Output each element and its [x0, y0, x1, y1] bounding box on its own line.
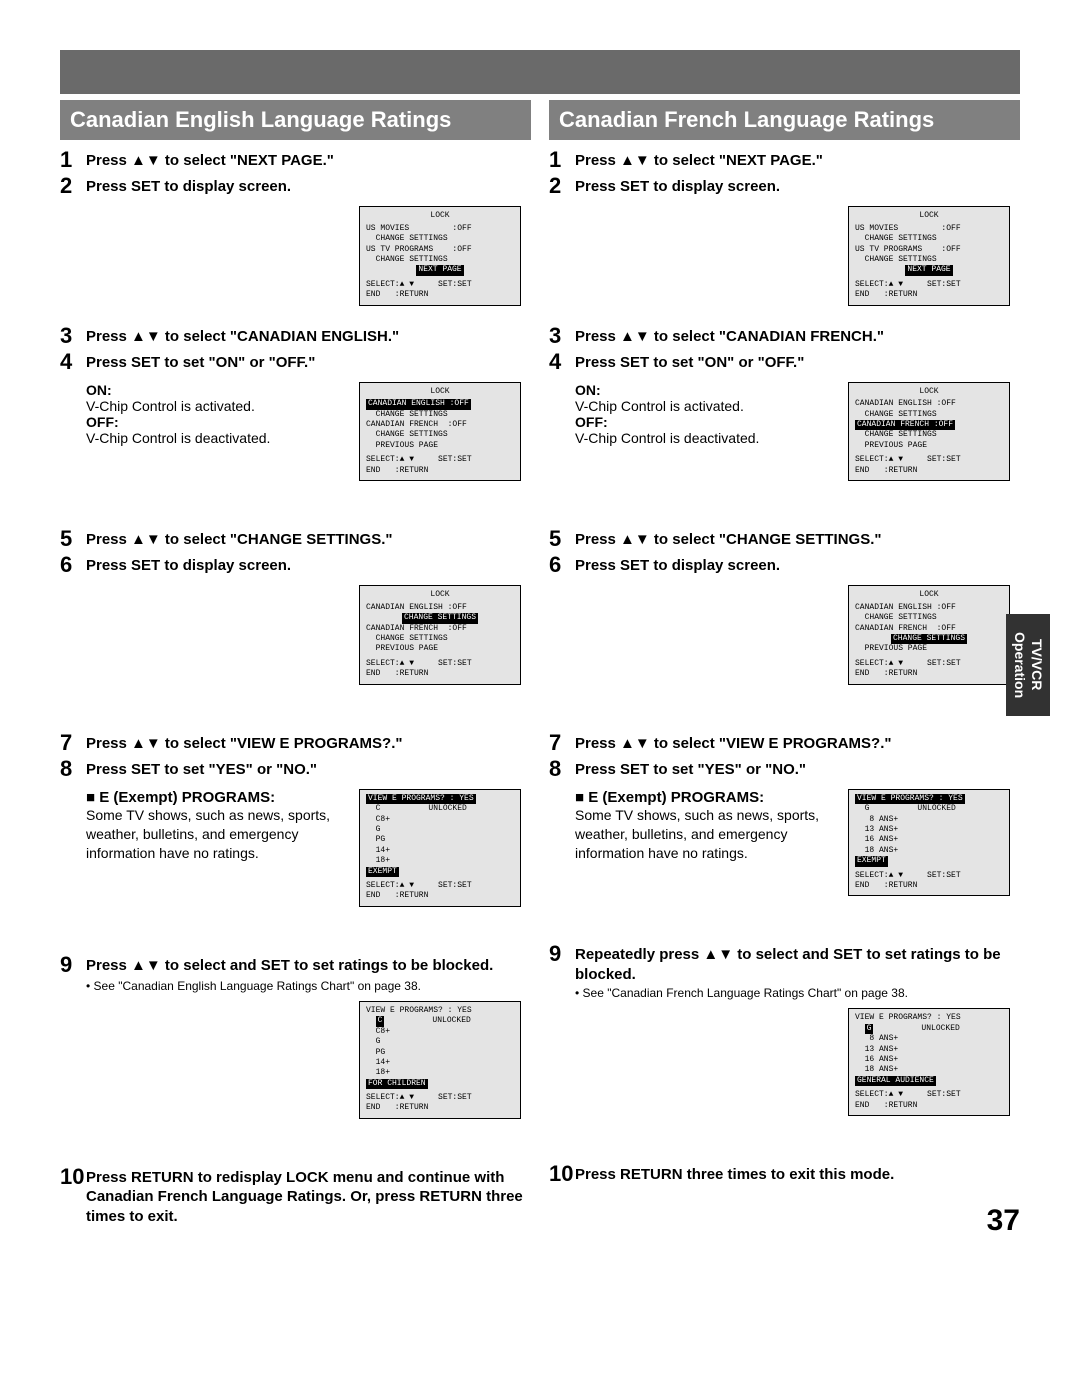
screen-right-5: VIEW E PROGRAMS? : YES G UNLOCKED 8 ANS+… [848, 1008, 1010, 1116]
step-num: 6 [60, 553, 86, 577]
step-4-detail: ON: V-Chip Control is activated. OFF: V-… [86, 382, 359, 446]
step-num: 7 [549, 731, 575, 755]
step-9-note: • See "Canadian English Language Ratings… [86, 979, 531, 993]
on-label: ON: [575, 382, 836, 398]
screen-left-2: LOCKCANADIAN ENGLISH :OFF CHANGE SETTING… [359, 382, 521, 481]
page-number: 37 [987, 1204, 1020, 1238]
step-num: 8 [549, 757, 575, 781]
exempt-block: ■ E (Exempt) PROGRAMS: Some TV shows, su… [575, 789, 848, 863]
step-num: 2 [60, 174, 86, 198]
step-8: Press SET to set "YES" or "NO." [575, 757, 806, 780]
screen-left-5: VIEW E PROGRAMS? : YES C UNLOCKED C8+ G … [359, 1001, 521, 1119]
exempt-body: Some TV shows, such as news, sports, wea… [575, 806, 836, 863]
right-header: Canadian French Language Ratings [549, 100, 1020, 140]
step-num: 10 [549, 1162, 575, 1186]
side-tab-l2: Operation [1011, 632, 1028, 698]
left-header: Canadian English Language Ratings [60, 100, 531, 140]
page: Canadian English Language Ratings 1Press… [0, 0, 1080, 1268]
right-column: Canadian French Language Ratings 1Press … [549, 100, 1020, 1228]
exempt-head: ■ E (Exempt) PROGRAMS: [86, 789, 347, 806]
step-num: 9 [60, 953, 86, 977]
on-desc: V-Chip Control is activated. [575, 398, 836, 414]
step-3: Press ▲▼ to select "CANADIAN FRENCH." [575, 324, 884, 347]
step-num: 5 [60, 527, 86, 551]
step-9: Repeatedly press ▲▼ to select and SET to… [575, 942, 1020, 984]
step-1: Press ▲▼ to select "NEXT PAGE." [575, 148, 823, 171]
step-10: Press RETURN to redisplay LOCK menu and … [86, 1165, 531, 1227]
left-column: Canadian English Language Ratings 1Press… [60, 100, 531, 1228]
step-num: 7 [60, 731, 86, 755]
step-9: Press ▲▼ to select and SET to set rating… [86, 953, 493, 976]
step-1: Press ▲▼ to select "NEXT PAGE." [86, 148, 334, 171]
step-4: Press SET to set "ON" or "OFF." [575, 350, 804, 373]
side-tab-l1: TV/VCR [1028, 632, 1045, 698]
step-10: Press RETURN three times to exit this mo… [575, 1162, 894, 1185]
step-num: 3 [60, 324, 86, 348]
off-desc: V-Chip Control is deactivated. [575, 430, 836, 446]
step-num: 1 [60, 148, 86, 172]
off-desc: V-Chip Control is deactivated. [86, 430, 347, 446]
step-2: Press SET to display screen. [86, 174, 291, 197]
step-5: Press ▲▼ to select "CHANGE SETTINGS." [86, 527, 393, 550]
columns: Canadian English Language Ratings 1Press… [60, 100, 1020, 1228]
screen-right-2: LOCKCANADIAN ENGLISH :OFF CHANGE SETTING… [848, 382, 1010, 481]
screen-right-3: LOCKCANADIAN ENGLISH :OFF CHANGE SETTING… [848, 585, 1010, 684]
step-4: Press SET to set "ON" or "OFF." [86, 350, 315, 373]
step-7: Press ▲▼ to select "VIEW E PROGRAMS?." [575, 731, 892, 754]
on-desc: V-Chip Control is activated. [86, 398, 347, 414]
screen-left-4: VIEW E PROGRAMS? : YES C UNLOCKED C8+ G … [359, 789, 521, 907]
exempt-block: ■ E (Exempt) PROGRAMS: Some TV shows, su… [86, 789, 359, 863]
exempt-body: Some TV shows, such as news, sports, wea… [86, 806, 347, 863]
step-9-note: • See "Canadian French Language Ratings … [575, 986, 1020, 1000]
step-8: Press SET to set "YES" or "NO." [86, 757, 317, 780]
step-4-detail: ON: V-Chip Control is activated. OFF: V-… [575, 382, 848, 446]
top-bar [60, 50, 1020, 94]
step-num: 4 [549, 350, 575, 374]
screen-right-1: LOCKUS MOVIES :OFF CHANGE SETTINGSUS TV … [848, 206, 1010, 305]
off-label: OFF: [86, 414, 347, 430]
step-7: Press ▲▼ to select "VIEW E PROGRAMS?." [86, 731, 403, 754]
step-num: 8 [60, 757, 86, 781]
step-num: 3 [549, 324, 575, 348]
exempt-head: ■ E (Exempt) PROGRAMS: [575, 789, 836, 806]
step-num: 4 [60, 350, 86, 374]
step-3: Press ▲▼ to select "CANADIAN ENGLISH." [86, 324, 399, 347]
side-tab: TV/VCR Operation [1006, 614, 1050, 716]
step-num: 2 [549, 174, 575, 198]
off-label: OFF: [575, 414, 836, 430]
screen-left-3: LOCKCANADIAN ENGLISH :OFFCHANGE SETTINGS… [359, 585, 521, 684]
step-6: Press SET to display screen. [575, 553, 780, 576]
step-2: Press SET to display screen. [575, 174, 780, 197]
step-num: 1 [549, 148, 575, 172]
step-num: 5 [549, 527, 575, 551]
step-num: 6 [549, 553, 575, 577]
step-6: Press SET to display screen. [86, 553, 291, 576]
screen-left-1: LOCKUS MOVIES :OFF CHANGE SETTINGSUS TV … [359, 206, 521, 305]
on-label: ON: [86, 382, 347, 398]
step-5: Press ▲▼ to select "CHANGE SETTINGS." [575, 527, 882, 550]
step-num: 10 [60, 1165, 86, 1189]
screen-right-4: VIEW E PROGRAMS? : YES G UNLOCKED 8 ANS+… [848, 789, 1010, 897]
step-num: 9 [549, 942, 575, 966]
